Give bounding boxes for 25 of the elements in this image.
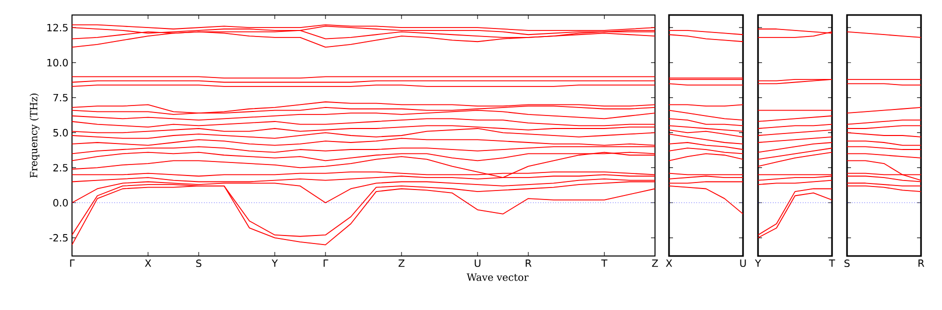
x-tick-label: X (666, 260, 672, 267)
x-tick-label: X (144, 260, 152, 267)
x-tick-label: Y (754, 260, 762, 267)
y-axis-title: Frequency (THz) (30, 94, 40, 178)
x-tick-label: Y (272, 260, 278, 267)
x-tick-label: R (526, 260, 532, 267)
x-tick-label: T (828, 260, 836, 267)
y-tick-label: 10.0 (47, 58, 68, 66)
x-tick-label: S (196, 260, 202, 268)
y-tick-label: 0.0 (53, 198, 68, 207)
x-tick-label: U (740, 260, 746, 267)
y-tick-label: 5.0 (53, 128, 68, 136)
x-axis-title: Wave vector (466, 274, 529, 281)
x-tick-label: Z (398, 260, 404, 267)
x-tick-label: U (474, 260, 480, 267)
x-tick-label: Z (652, 260, 658, 267)
y-tick-label: 12.5 (47, 24, 68, 32)
y-tick-label: 7.5 (53, 94, 68, 102)
x-tick-label: T (601, 260, 608, 267)
x-tick-label: S (844, 260, 850, 268)
x-tick-label: R (918, 260, 924, 267)
y-tick-label: 2.5 (53, 164, 68, 172)
x-tick-label: Γ (324, 260, 328, 267)
y-tick-label: -2.5 (50, 234, 68, 242)
x-tick-label: Γ (70, 260, 75, 267)
